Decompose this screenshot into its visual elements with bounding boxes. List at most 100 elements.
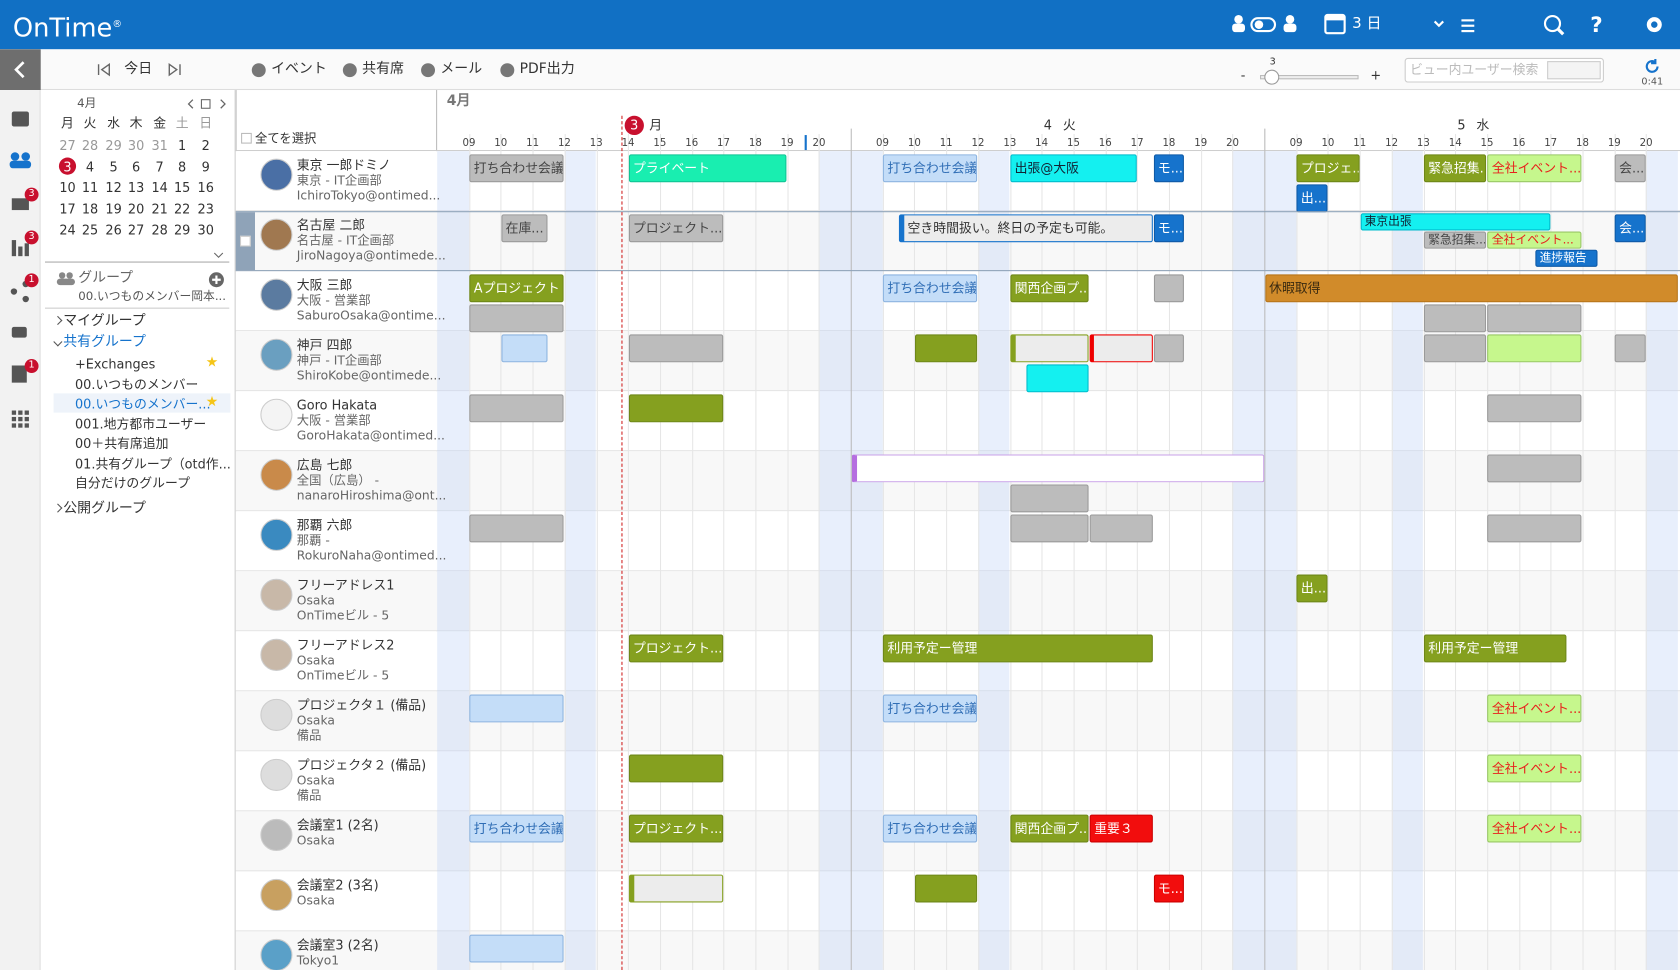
star[interactable]: ★: [205, 354, 219, 371]
calendar-day[interactable]: 22: [173, 201, 191, 217]
event[interactable]: 在庫...: [501, 214, 548, 243]
calendar-day[interactable]: 28: [81, 138, 99, 154]
event[interactable]: [1153, 334, 1185, 363]
day-number[interactable]: 3: [630, 117, 639, 133]
event[interactable]: [1487, 454, 1582, 483]
event[interactable]: 会...: [1614, 154, 1646, 183]
event[interactable]: 利用予定ー管理: [1423, 634, 1567, 663]
calendar-day[interactable]: 25: [81, 222, 99, 238]
event[interactable]: 打ち合わせ会議: [469, 814, 564, 843]
event[interactable]: Aプロジェクト: [469, 274, 564, 303]
event[interactable]: 全社イベント...: [1487, 154, 1582, 183]
event[interactable]: 緊急招集...: [1423, 231, 1487, 249]
calendar-day[interactable]: 6: [131, 159, 141, 175]
user-name[interactable]: 会議室2 (3名): [296, 877, 379, 893]
calendar-day[interactable]: 26: [105, 222, 122, 238]
event[interactable]: 関西企画プ...: [1010, 274, 1089, 303]
calendar-day[interactable]: 13: [127, 180, 145, 196]
logo[interactable]: OnTime®: [13, 10, 122, 43]
user-name[interactable]: 東京 一郎ドミノ: [296, 157, 391, 173]
event[interactable]: 全社イベント...: [1487, 814, 1582, 843]
calendar-day[interactable]: 28: [151, 222, 168, 238]
event[interactable]: [1089, 514, 1153, 543]
group-item[interactable]: 001.地方都市ユーザー: [75, 416, 207, 432]
event[interactable]: [1010, 484, 1089, 513]
event[interactable]: [1487, 304, 1582, 333]
event[interactable]: [1026, 364, 1089, 393]
calendar-day[interactable]: 29: [173, 222, 191, 238]
user-name[interactable]: フリーアドレス1: [296, 577, 395, 593]
event[interactable]: 打ち合わせ会議: [469, 154, 564, 183]
avatar[interactable]: [260, 578, 293, 611]
user-name[interactable]: フリーアドレス2: [296, 637, 395, 653]
view-selector[interactable]: 3 日: [1352, 15, 1382, 33]
day-name[interactable]: 月: [649, 117, 663, 133]
event[interactable]: [1423, 334, 1487, 363]
user-name[interactable]: プロジェクタ１ (備品): [296, 697, 427, 713]
calendar-day[interactable]: 30: [197, 222, 214, 238]
calendar-day[interactable]: 29: [105, 138, 122, 154]
event[interactable]: モ...: [1153, 874, 1185, 903]
event[interactable]: [469, 694, 564, 723]
event[interactable]: 出張@大阪: [1010, 154, 1137, 183]
event[interactable]: モ...: [1153, 214, 1185, 243]
calendar-day[interactable]: 5: [109, 159, 118, 175]
avatar[interactable]: [260, 158, 293, 191]
calendar-day[interactable]: 27: [127, 222, 145, 238]
event[interactable]: 出...: [1296, 184, 1328, 213]
calendar-day[interactable]: 19: [105, 201, 122, 217]
event[interactable]: プライベート: [628, 154, 787, 183]
avatar[interactable]: [260, 338, 293, 371]
user-name[interactable]: 神戸 四郎: [296, 337, 353, 353]
group-item[interactable]: 00.いつものメンバー: [75, 376, 199, 392]
user-name[interactable]: 名古屋 二郎: [296, 217, 366, 233]
event[interactable]: [1614, 334, 1646, 363]
avatar[interactable]: [260, 878, 293, 912]
calendar-day[interactable]: 15: [173, 180, 191, 196]
day-number[interactable]: 5: [1457, 117, 1466, 133]
event[interactable]: [1153, 274, 1185, 303]
event[interactable]: [914, 334, 978, 363]
group-item[interactable]: +Exchanges: [75, 356, 156, 372]
calendar-day[interactable]: 8: [178, 159, 187, 175]
event[interactable]: 利用予定ー管理: [883, 634, 1153, 663]
event[interactable]: プロジェクト...: [628, 634, 723, 663]
calendar-day[interactable]: 14: [151, 180, 168, 196]
event[interactable]: プロジェクト...: [628, 814, 723, 843]
event[interactable]: 打ち合わせ会議: [883, 694, 978, 723]
add-group[interactable]: [208, 271, 225, 288]
avatar[interactable]: [260, 218, 293, 251]
event[interactable]: 全社イベント...: [1487, 754, 1582, 783]
event[interactable]: [628, 754, 723, 783]
event[interactable]: プロジェ...: [1296, 154, 1360, 183]
event[interactable]: 休暇取得: [1264, 274, 1678, 303]
event[interactable]: [1010, 334, 1089, 363]
event[interactable]: [469, 514, 564, 543]
event[interactable]: [469, 394, 564, 423]
section-label[interactable]: 公開グループ: [63, 500, 146, 517]
calendar-day[interactable]: 18: [81, 201, 99, 217]
event[interactable]: 出...: [1296, 574, 1328, 603]
event[interactable]: 打ち合わせ会議: [883, 154, 978, 183]
event[interactable]: [1010, 514, 1089, 543]
user-name[interactable]: 大阪 三郎: [296, 277, 353, 293]
today-button[interactable]: 今日: [124, 61, 153, 78]
event[interactable]: [851, 454, 1264, 483]
calendar-day[interactable]: 27: [59, 138, 76, 154]
calendar-day[interactable]: 1: [178, 138, 187, 154]
group-item[interactable]: 自分だけのグループ: [75, 475, 190, 491]
event[interactable]: [1487, 394, 1582, 423]
event[interactable]: 重要３: [1089, 814, 1153, 843]
mini-calendar-nav[interactable]: [184, 96, 227, 111]
avatar[interactable]: [260, 698, 293, 731]
calendar-day[interactable]: 20: [127, 201, 145, 217]
calendar-day[interactable]: 16: [197, 180, 214, 196]
collapse-button[interactable]: [0, 49, 41, 91]
select-all[interactable]: 全てを選択: [255, 130, 317, 146]
event[interactable]: [1487, 334, 1582, 363]
refresh-icon[interactable]: [1644, 58, 1661, 75]
calendar-day[interactable]: 12: [105, 180, 122, 196]
search-filter[interactable]: [1547, 61, 1601, 80]
group-item[interactable]: 00＋共有席追加: [75, 436, 169, 452]
star[interactable]: ★: [205, 394, 219, 411]
